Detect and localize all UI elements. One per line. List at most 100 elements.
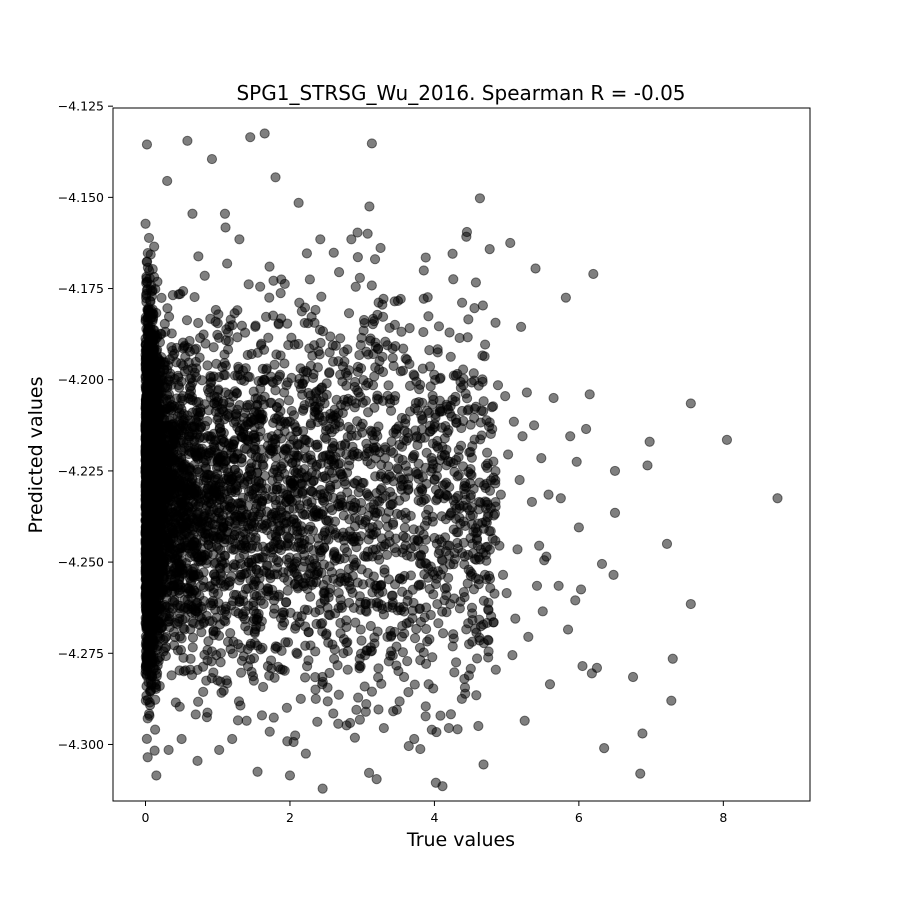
scatter-point xyxy=(490,317,501,328)
scatter-point xyxy=(373,704,384,715)
scatter-point xyxy=(418,265,429,276)
scatter-point xyxy=(232,715,244,726)
scatter-point xyxy=(343,308,355,319)
scatter-point xyxy=(227,648,238,659)
scatter-point xyxy=(329,644,340,655)
scatter-point xyxy=(162,303,173,314)
scatter-point xyxy=(299,672,311,683)
scatter-point xyxy=(156,292,167,303)
scatter-point xyxy=(484,244,495,255)
scatter-point xyxy=(342,637,353,648)
scatter-point xyxy=(248,386,259,397)
scatter-point xyxy=(264,670,275,681)
scatter-point xyxy=(477,300,488,311)
scatter-point xyxy=(455,440,467,451)
scatter-point xyxy=(297,389,308,400)
scatter-point xyxy=(333,689,344,700)
scatter-point xyxy=(222,258,233,269)
scatter-point xyxy=(268,712,279,723)
scatter-point xyxy=(459,673,470,685)
scatter-point xyxy=(322,696,333,707)
scatter-point xyxy=(282,736,293,747)
scatter-point xyxy=(194,352,205,363)
scatter-point xyxy=(255,281,266,292)
scatter-point xyxy=(282,585,293,596)
scatter-point xyxy=(409,633,421,644)
scatter-point xyxy=(216,687,227,698)
scatter-point xyxy=(258,681,269,693)
scatter-point xyxy=(379,564,390,575)
scatter-point xyxy=(143,708,155,719)
scatter-point xyxy=(465,663,476,674)
scatter-point xyxy=(349,376,361,388)
scatter-point xyxy=(352,252,363,263)
scatter-point xyxy=(321,628,332,639)
scatter-point xyxy=(409,679,420,690)
scatter-point xyxy=(193,696,204,707)
scatter-point xyxy=(452,724,463,735)
points-layer xyxy=(140,128,783,794)
scatter-point xyxy=(482,447,493,458)
scatter-point xyxy=(281,702,292,713)
scatter-point xyxy=(469,303,480,314)
scatter-point xyxy=(454,332,465,344)
scatter-point xyxy=(422,292,433,303)
scatter-point xyxy=(475,434,486,445)
scatter-point xyxy=(190,709,201,720)
scatter-point xyxy=(303,655,314,666)
scatter-point xyxy=(202,360,213,371)
scatter-point xyxy=(248,600,259,611)
scatter-point xyxy=(169,631,181,643)
scatter-point xyxy=(316,291,327,302)
scatter-point xyxy=(269,359,280,370)
scatter-point xyxy=(264,292,275,303)
scatter-point xyxy=(338,346,349,358)
scatter-point xyxy=(181,315,193,326)
scatter-point xyxy=(259,391,270,402)
scatter-point xyxy=(359,681,370,692)
scatter-point xyxy=(145,296,156,307)
scatter-point xyxy=(290,730,301,741)
scatter-point xyxy=(420,701,431,712)
scatter-point xyxy=(366,280,377,291)
scatter-point xyxy=(332,660,343,671)
scatter-point xyxy=(264,261,275,272)
scatter-point xyxy=(426,724,437,735)
scatter-point xyxy=(202,645,213,656)
scatter-point xyxy=(300,509,312,520)
scatter-point xyxy=(383,380,394,391)
scatter-point xyxy=(283,395,294,406)
scatter-point xyxy=(149,745,160,756)
scatter-point xyxy=(369,254,381,265)
scatter-point xyxy=(310,693,321,704)
scatter-point xyxy=(141,690,152,701)
scatter-point xyxy=(365,459,376,470)
scatter-point xyxy=(270,461,281,472)
scatter-point xyxy=(317,783,328,794)
scatter-point xyxy=(363,349,374,360)
scatter-point xyxy=(367,318,378,330)
scatter-point xyxy=(142,262,154,273)
chart-title: SPG1_STRSG_Wu_2016. Spearman R = -0.05 xyxy=(236,81,685,105)
scatter-point xyxy=(423,311,434,322)
scatter-point xyxy=(301,248,312,259)
scatter-point xyxy=(403,740,414,752)
scatter-point xyxy=(193,251,204,262)
scatter-point xyxy=(461,393,473,404)
scatter-point xyxy=(252,766,263,777)
scatter-point xyxy=(478,595,489,606)
scatter-point xyxy=(270,385,281,396)
scatter-point xyxy=(373,663,384,674)
scatter-point xyxy=(141,733,152,744)
scatter-point xyxy=(402,656,413,667)
scatter-point xyxy=(232,332,243,343)
scatter-point xyxy=(152,660,163,671)
scatter-point xyxy=(310,684,321,695)
scatter-point xyxy=(447,248,458,259)
scatter-point xyxy=(198,686,209,697)
scatter-point xyxy=(435,710,446,721)
scatter-point xyxy=(391,660,402,671)
scatter-point xyxy=(376,459,387,470)
scatter-point xyxy=(220,387,231,398)
